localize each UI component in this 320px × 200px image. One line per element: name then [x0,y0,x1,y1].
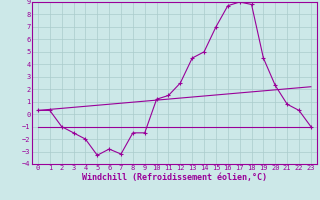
X-axis label: Windchill (Refroidissement éolien,°C): Windchill (Refroidissement éolien,°C) [82,173,267,182]
